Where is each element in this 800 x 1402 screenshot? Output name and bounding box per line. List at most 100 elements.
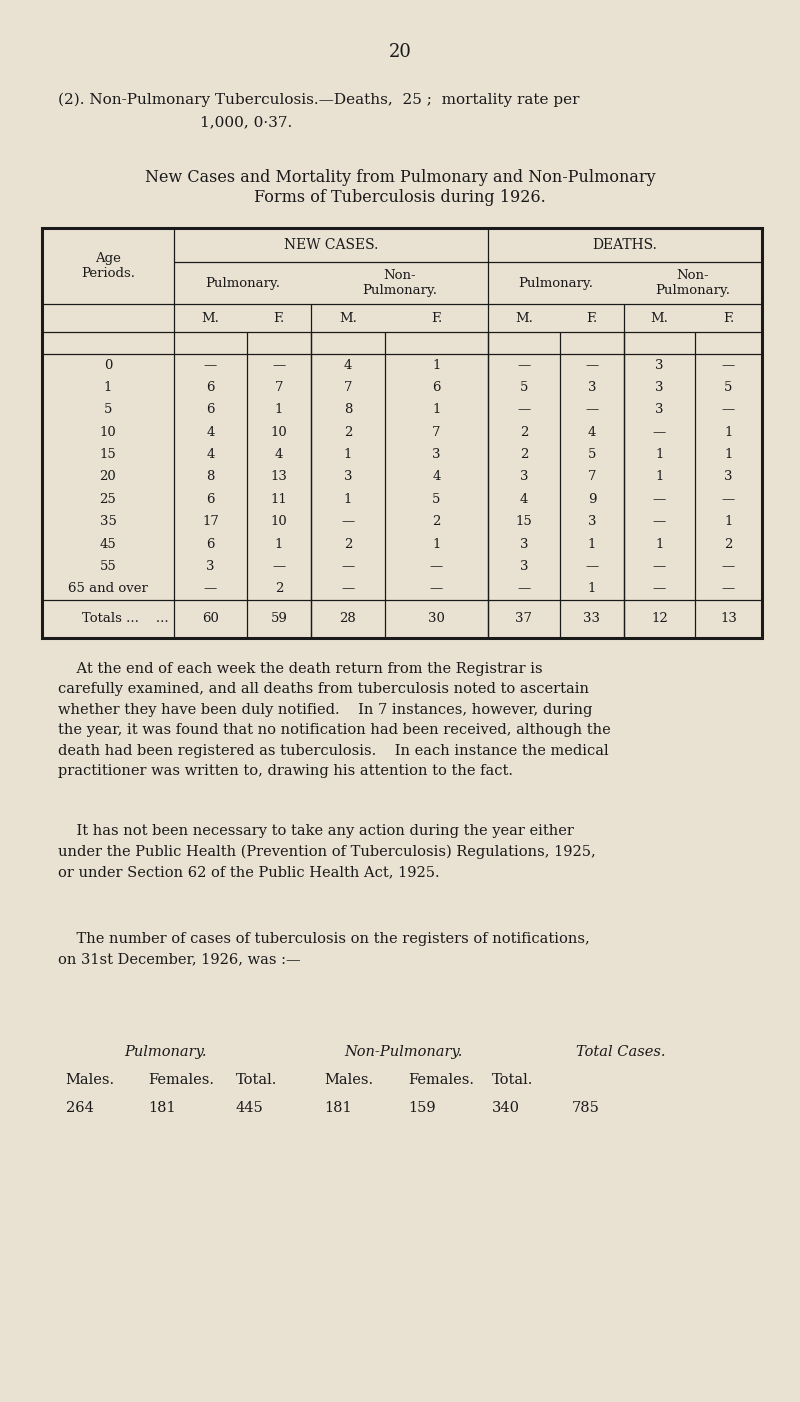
Text: Totals ...    ...: Totals ... ... [82,613,169,625]
Text: 4: 4 [344,359,352,372]
Text: 5: 5 [588,449,596,461]
Text: 1: 1 [432,537,441,551]
Text: 3: 3 [520,471,528,484]
Text: 1: 1 [655,537,664,551]
Text: 181: 181 [324,1101,352,1115]
Text: —: — [653,582,666,596]
Text: 0: 0 [104,359,112,372]
Text: 1: 1 [588,582,596,596]
Text: 1: 1 [344,494,352,506]
Text: 25: 25 [100,494,116,506]
Text: 20: 20 [100,471,116,484]
Text: 10: 10 [100,426,116,439]
Text: 33: 33 [583,613,601,625]
Text: —: — [722,404,735,416]
Text: It has not been necessary to take any action during the year either
under the Pu: It has not been necessary to take any ac… [58,824,596,879]
Text: 12: 12 [651,613,668,625]
Text: 10: 10 [270,515,287,529]
Text: —: — [586,359,598,372]
Text: 181: 181 [148,1101,176,1115]
Text: M.: M. [650,311,669,324]
Text: 7: 7 [274,381,283,394]
Text: 2: 2 [344,426,352,439]
Text: 13: 13 [720,613,737,625]
Text: Pulmonary.: Pulmonary. [205,276,280,289]
Text: 1: 1 [655,449,664,461]
Text: Pulmonary.: Pulmonary. [124,1044,206,1059]
Text: Females.: Females. [408,1073,474,1087]
Text: 5: 5 [724,381,733,394]
Text: 15: 15 [516,515,532,529]
Text: DEATHS.: DEATHS. [593,238,658,252]
Text: —: — [518,582,530,596]
Text: —: — [722,559,735,573]
Bar [42,229,762,638]
Text: 2: 2 [724,537,733,551]
Text: —: — [586,559,598,573]
Text: M.: M. [339,311,357,324]
Text: 3: 3 [724,471,733,484]
Text: —: — [518,359,530,372]
Text: 65 and over: 65 and over [68,582,148,596]
Text: Total Cases.: Total Cases. [576,1044,666,1059]
Text: 159: 159 [408,1101,436,1115]
Text: —: — [653,515,666,529]
Text: 1: 1 [724,426,733,439]
Text: 3: 3 [520,559,528,573]
Text: 2: 2 [520,449,528,461]
Text: —: — [518,404,530,416]
Text: 7: 7 [588,471,596,484]
Text: 1,000, 0·37.: 1,000, 0·37. [200,115,292,129]
Text: 1: 1 [275,537,283,551]
Text: 10: 10 [270,426,287,439]
Text: M.: M. [515,311,533,324]
Text: 2: 2 [275,582,283,596]
Text: Females.: Females. [148,1073,214,1087]
Text: M.: M. [202,311,219,324]
Text: 5: 5 [432,494,441,506]
Text: —: — [272,359,286,372]
Text: 2: 2 [344,537,352,551]
Text: 1: 1 [588,537,596,551]
Text: 1: 1 [344,449,352,461]
Text: Males.: Males. [66,1073,114,1087]
Text: 55: 55 [100,559,116,573]
Text: 9: 9 [588,494,596,506]
Text: 4: 4 [588,426,596,439]
Text: 1: 1 [724,449,733,461]
Text: 13: 13 [270,471,287,484]
Text: 1: 1 [432,404,441,416]
Text: 6: 6 [432,381,441,394]
Text: 5: 5 [520,381,528,394]
Text: —: — [342,582,354,596]
Text: 1: 1 [724,515,733,529]
Text: 35: 35 [99,515,117,529]
Text: Pulmonary.: Pulmonary. [518,276,594,289]
Text: New Cases and Mortality from Pulmonary and Non-Pulmonary: New Cases and Mortality from Pulmonary a… [145,170,655,186]
Text: —: — [722,494,735,506]
Text: 4: 4 [206,449,214,461]
Text: 1: 1 [275,404,283,416]
Text: Non-
Pulmonary.: Non- Pulmonary. [655,269,730,297]
Text: —: — [430,582,443,596]
Text: F.: F. [586,311,598,324]
Text: 7: 7 [344,381,352,394]
Text: —: — [653,559,666,573]
Text: Males.: Males. [324,1073,373,1087]
Text: 17: 17 [202,515,219,529]
Text: 1: 1 [655,471,664,484]
Text: 4: 4 [206,426,214,439]
Text: Age
Periods.: Age Periods. [81,252,135,280]
Text: 8: 8 [206,471,214,484]
Text: —: — [342,559,354,573]
Text: 45: 45 [100,537,116,551]
Text: Non-Pulmonary.: Non-Pulmonary. [344,1044,462,1059]
Text: —: — [653,494,666,506]
Text: 20: 20 [389,43,411,62]
Text: 3: 3 [432,449,441,461]
Text: —: — [722,582,735,596]
Text: —: — [586,404,598,416]
Text: Total.: Total. [492,1073,534,1087]
Text: 3: 3 [206,559,214,573]
Text: 4: 4 [275,449,283,461]
